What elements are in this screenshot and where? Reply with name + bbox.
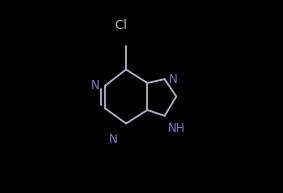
Text: N: N	[109, 133, 118, 146]
Text: Cl: Cl	[114, 19, 127, 32]
Text: NH: NH	[168, 122, 185, 135]
Text: N: N	[91, 79, 100, 92]
Text: N: N	[168, 73, 177, 86]
